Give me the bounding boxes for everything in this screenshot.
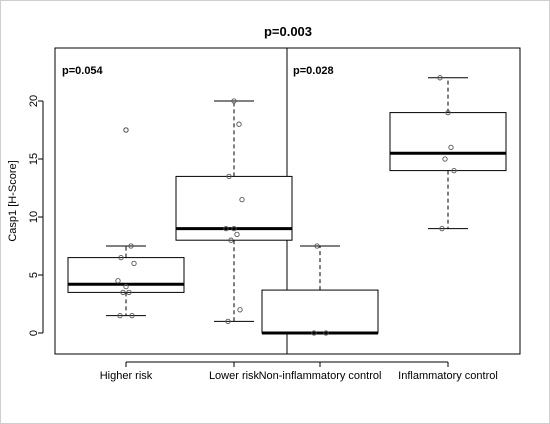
data-point bbox=[228, 237, 234, 243]
data-point bbox=[225, 318, 231, 325]
panel-1-annotation: p=0.054 bbox=[62, 65, 104, 77]
x-tick-label: Inflammatory control bbox=[398, 370, 498, 382]
box-group bbox=[175, 98, 293, 325]
data-point bbox=[439, 225, 445, 232]
data-point bbox=[437, 75, 443, 81]
y-tick-label: 10 bbox=[28, 211, 40, 223]
box-iqr bbox=[261, 289, 379, 334]
data-point bbox=[442, 156, 448, 162]
x-tick-label: Non-inflammatory control bbox=[259, 370, 382, 382]
data-point bbox=[117, 312, 123, 319]
data-point bbox=[236, 121, 242, 127]
data-point bbox=[314, 243, 320, 249]
data-point bbox=[126, 289, 132, 296]
y-axis: 0 5 10 15 20 bbox=[28, 95, 44, 336]
outlier-point bbox=[123, 127, 129, 133]
data-point bbox=[237, 307, 243, 313]
data-point bbox=[239, 196, 245, 203]
x-axis: Higher risk Lower risk Non-inflammatory co… bbox=[100, 361, 498, 382]
data-point bbox=[311, 330, 317, 336]
box-iqr bbox=[389, 112, 507, 172]
box-group bbox=[67, 127, 185, 319]
y-tick-label: 15 bbox=[28, 153, 40, 165]
y-axis-label: Casp1 [H-Score] bbox=[7, 160, 19, 241]
data-point bbox=[129, 312, 135, 319]
data-point bbox=[231, 98, 237, 104]
chart-title: p=0.003 bbox=[264, 24, 312, 39]
data-point bbox=[115, 278, 121, 284]
box-group bbox=[261, 243, 379, 336]
data-point bbox=[120, 289, 126, 296]
data-point bbox=[226, 173, 232, 180]
box-group bbox=[389, 75, 507, 232]
data-point bbox=[234, 231, 240, 238]
boxes bbox=[67, 75, 507, 336]
data-point bbox=[231, 225, 237, 232]
x-tick-label: Lower risk bbox=[209, 370, 260, 382]
data-point bbox=[445, 109, 451, 116]
x-tick-label: Higher risk bbox=[100, 370, 153, 382]
data-point bbox=[323, 330, 329, 336]
data-point bbox=[448, 144, 454, 151]
data-point bbox=[128, 243, 134, 249]
data-point bbox=[123, 283, 129, 290]
data-point bbox=[223, 225, 229, 232]
y-tick-label: 5 bbox=[28, 272, 40, 278]
y-tick-label: 20 bbox=[28, 95, 40, 107]
data-point bbox=[118, 254, 124, 261]
panel-2-annotation: p=0.028 bbox=[293, 65, 334, 77]
data-point bbox=[451, 167, 457, 174]
y-tick-label: 0 bbox=[28, 330, 40, 336]
data-point bbox=[131, 260, 137, 267]
box-iqr bbox=[67, 257, 185, 293]
